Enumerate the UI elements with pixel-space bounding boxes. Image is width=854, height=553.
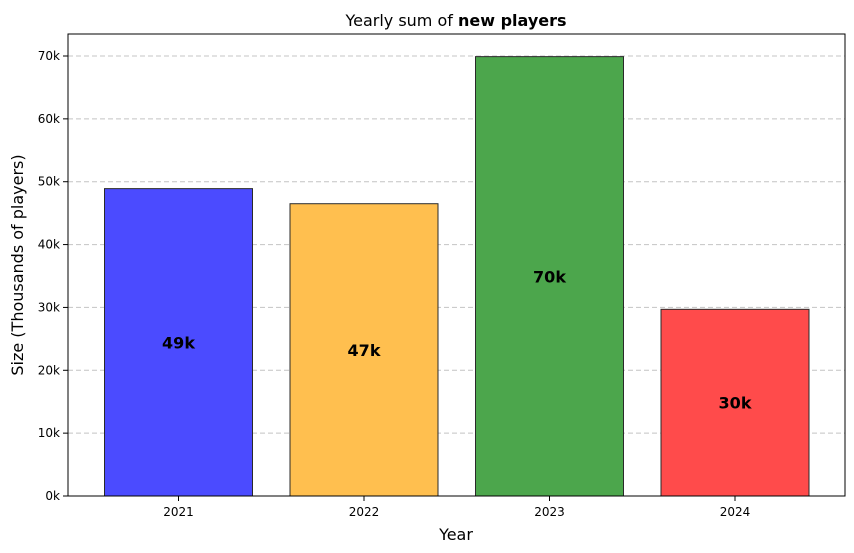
- y-axis: 0k 10k 20k 30k 40k 50k 60k 70k: [38, 49, 68, 503]
- y-tick-label: 0k: [45, 489, 60, 503]
- bar-2021: [104, 188, 253, 497]
- y-tick-label: 70k: [38, 49, 60, 63]
- x-tick-label-2021: 2021: [163, 505, 194, 519]
- y-tick-label: 40k: [38, 238, 60, 252]
- y-tick-label: 60k: [38, 112, 60, 126]
- x-axis: 2021 2022 2023 2024: [163, 496, 750, 519]
- x-tick-label-2024: 2024: [720, 505, 751, 519]
- bar-2022: [289, 203, 439, 497]
- x-tick-label-2022: 2022: [349, 505, 380, 519]
- chart-title-main: Yearly sum of: [344, 11, 453, 30]
- bar-data-label-2021: 49k: [162, 333, 195, 352]
- bar-data-label-2024: 30k: [719, 394, 752, 413]
- y-tick-label: 30k: [38, 300, 60, 314]
- y-tick-label: 20k: [38, 363, 60, 377]
- y-axis-label: Size (Thousands of players): [8, 154, 27, 375]
- x-axis-label: Year: [438, 525, 473, 544]
- plot-frame: [67, 33, 846, 497]
- y-tick-label: 10k: [38, 426, 60, 440]
- bar-2023: [475, 56, 624, 497]
- y-tick-label: 50k: [38, 175, 60, 189]
- bar-data-label-2023: 70k: [533, 267, 566, 286]
- x-tick-label-2023: 2023: [534, 505, 565, 519]
- chart-title-bold: new players: [458, 11, 567, 30]
- bars: 49k 47k 70k 30k: [104, 56, 810, 497]
- chart-title: Yearly sum of new players: [344, 11, 566, 30]
- bar-data-label-2022: 47k: [348, 341, 381, 360]
